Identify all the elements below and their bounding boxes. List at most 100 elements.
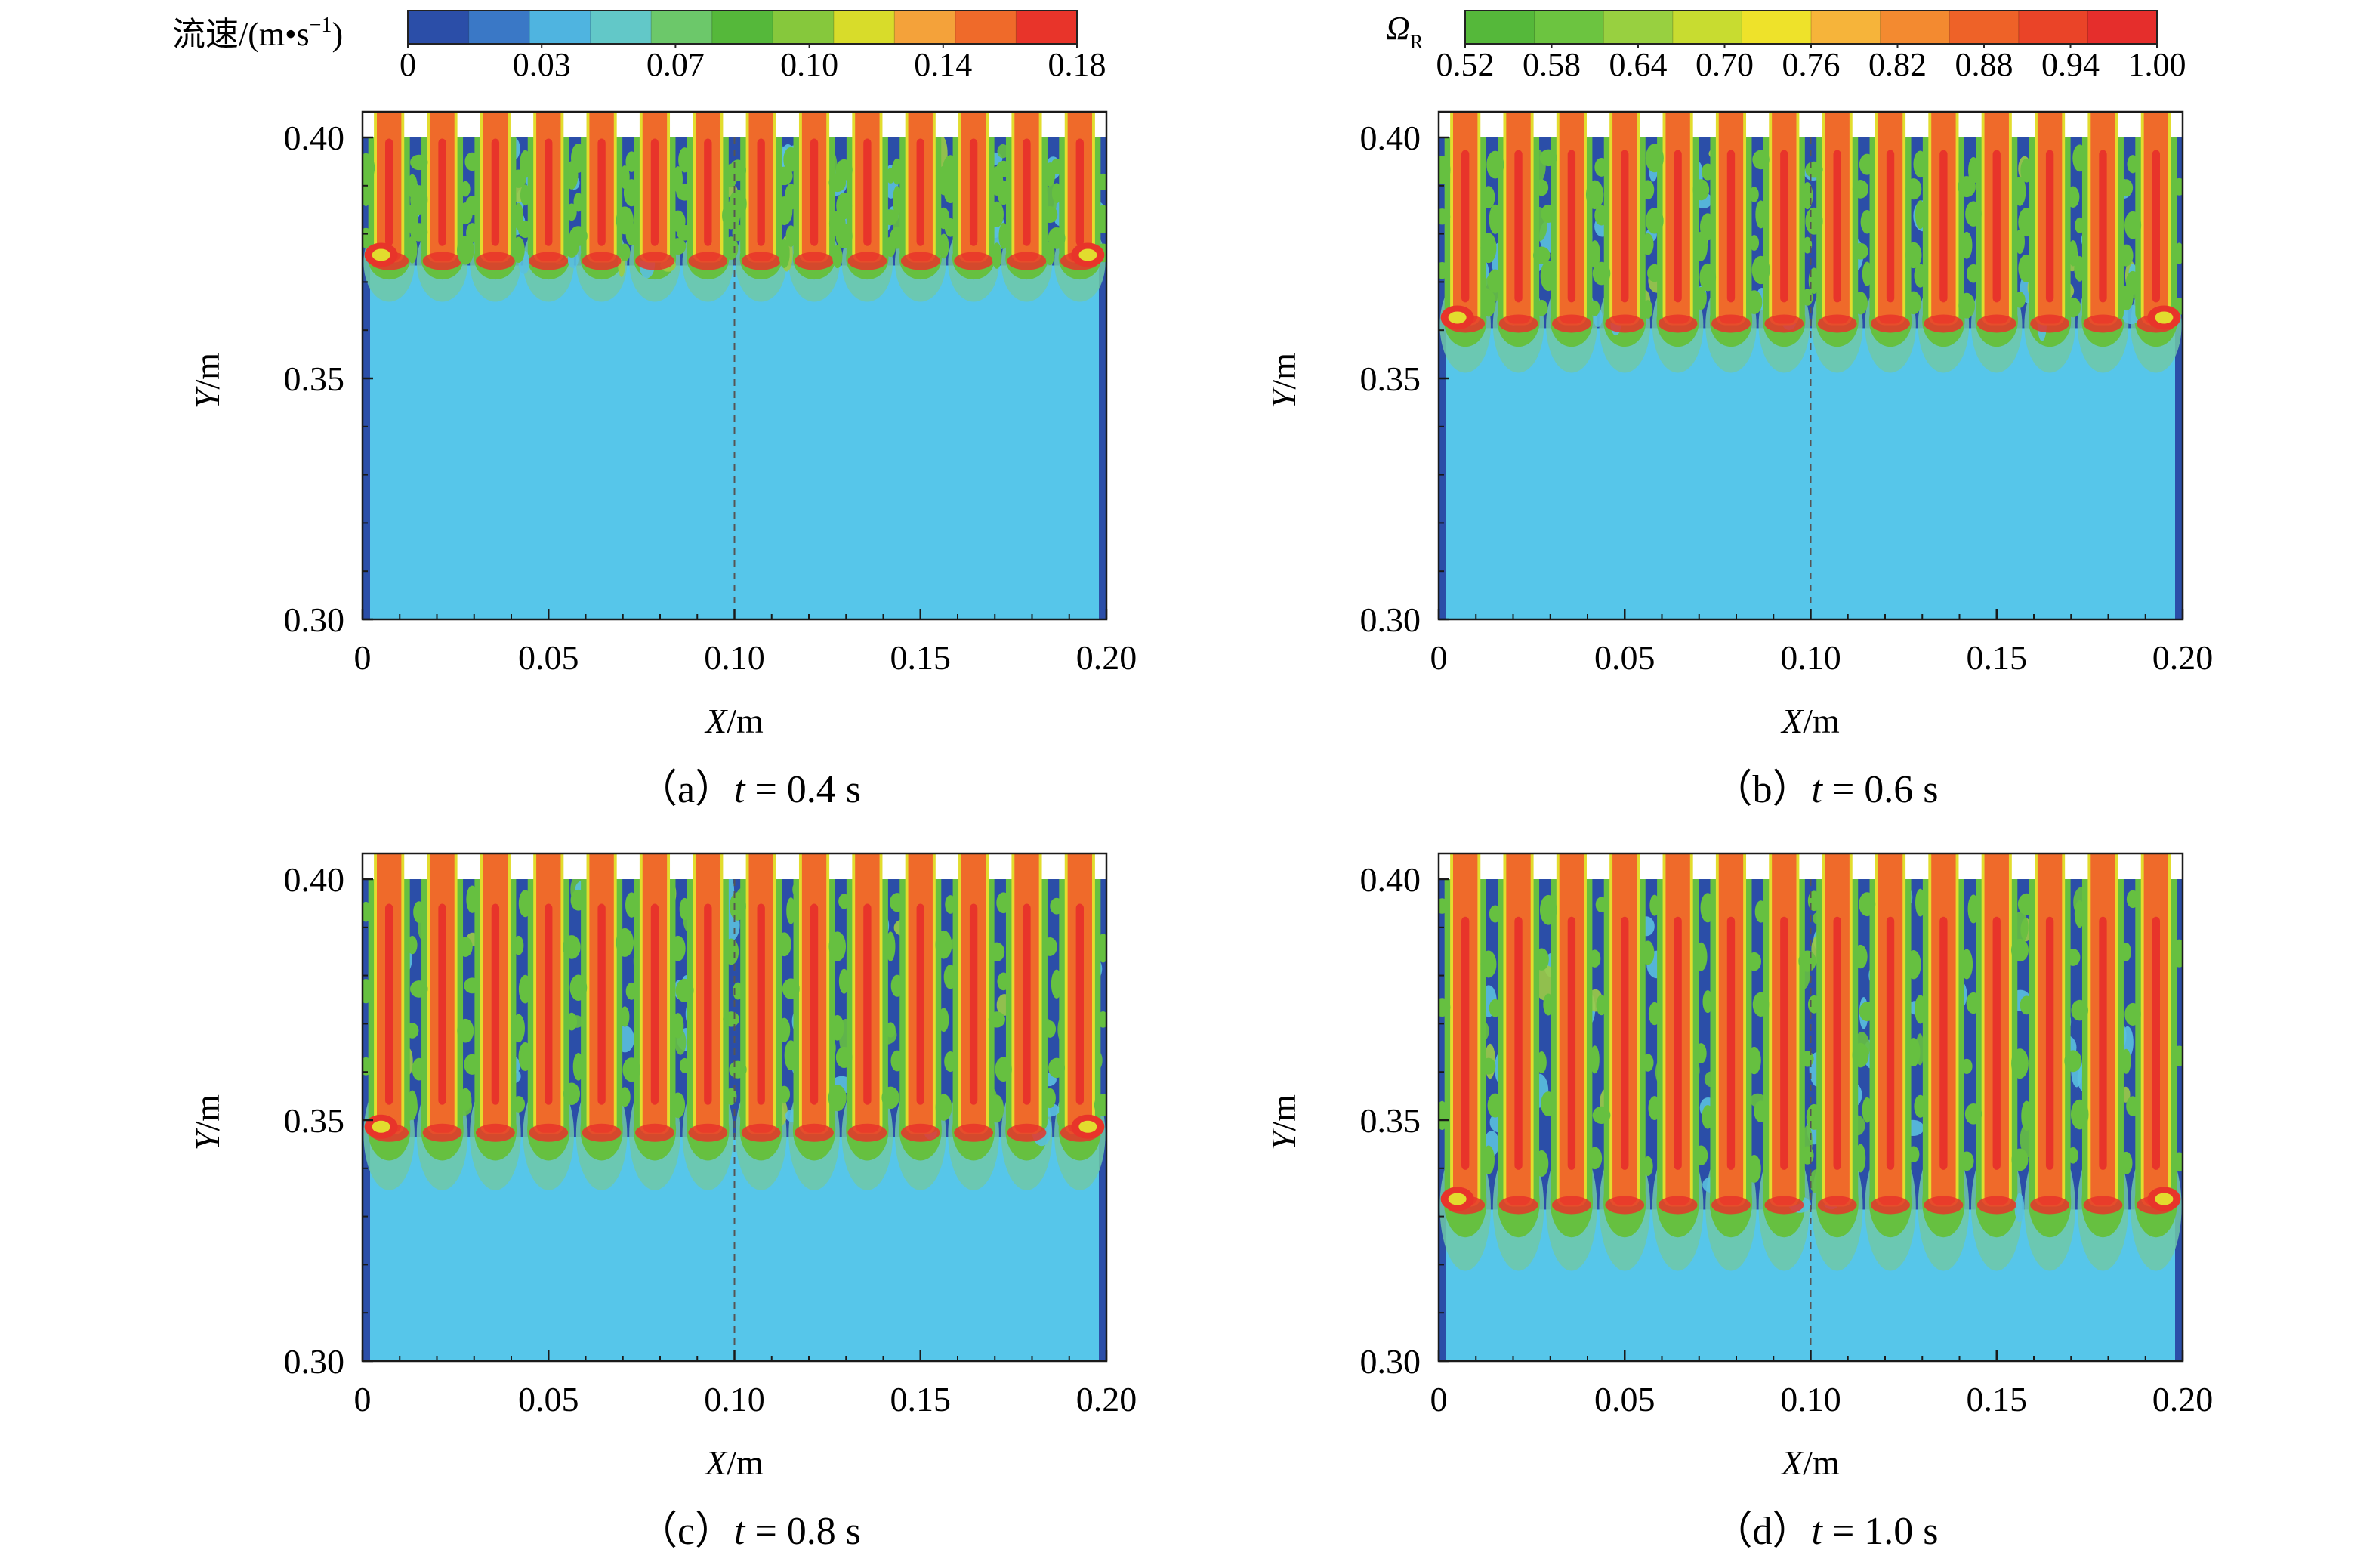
shear-vortex xyxy=(938,1008,949,1032)
shear-vortex xyxy=(1752,150,1770,170)
x-tick-label: 0.20 xyxy=(2152,1380,2214,1418)
x-axis-unit: /m xyxy=(1803,1443,1840,1482)
jet-head xyxy=(1924,1196,1964,1215)
shear-vortex xyxy=(2011,1148,2029,1171)
shear-vortex xyxy=(566,1012,578,1031)
colorbar-velocity-label-dot: • xyxy=(285,16,296,53)
shear-vortex xyxy=(679,897,690,921)
shear-vortex xyxy=(520,184,531,206)
jet-hot-streak xyxy=(969,138,978,246)
shear-vortex xyxy=(2125,270,2140,295)
shear-vortex xyxy=(1641,940,1655,965)
x-axis-unit: /m xyxy=(727,1443,764,1482)
jet-hot-streak xyxy=(757,138,765,246)
shear-vortex xyxy=(2171,177,2183,196)
jet-head xyxy=(476,1123,515,1142)
shear-vortex xyxy=(1643,300,1653,319)
shear-vortex xyxy=(935,930,952,959)
shear-vortex xyxy=(1042,937,1057,956)
shear-vortex xyxy=(1755,200,1767,229)
jet-head xyxy=(422,252,462,270)
colorbar-velocity-label-close: ) xyxy=(332,16,343,53)
nozzle-inlet-core xyxy=(1718,853,1744,879)
corner-vortex-core xyxy=(372,248,390,261)
jet-head xyxy=(688,1123,728,1142)
panel-caption: （a）t = 0.4 s xyxy=(638,768,861,811)
colorbar-tick-label: 0.76 xyxy=(1782,46,1841,83)
shear-vortex xyxy=(1481,1057,1496,1075)
jet-head xyxy=(1871,314,1910,333)
shear-vortex xyxy=(2121,1048,2131,1074)
shear-vortex xyxy=(832,245,843,269)
shear-vortex xyxy=(1806,1103,1822,1130)
jet-head xyxy=(422,1123,462,1142)
shear-vortex xyxy=(520,150,531,179)
shear-vortex xyxy=(2010,938,2029,962)
shear-vortex xyxy=(2074,900,2085,928)
jet-head xyxy=(741,1123,781,1142)
nozzle-inlet-core xyxy=(1878,853,1903,879)
shear-vortex xyxy=(1439,898,1449,914)
shear-vortex xyxy=(407,236,418,264)
jet-head xyxy=(847,252,887,270)
shear-vortex xyxy=(2018,208,2035,237)
shear-vortex xyxy=(2014,292,2026,308)
jet-hot-streak xyxy=(757,903,765,1105)
contour-field xyxy=(1439,853,2183,1361)
shear-vortex xyxy=(1702,163,1714,181)
colorbar-omega-ticks: 0.52 0.58 0.64 0.70 0.76 0.82 0.88 0.94 1.00 xyxy=(1436,44,2186,83)
shear-vortex xyxy=(1966,992,1981,1014)
shear-vortex xyxy=(992,242,1002,269)
shear-vortex xyxy=(2017,893,2035,915)
shear-vortex xyxy=(1802,236,1813,254)
mixing-blob xyxy=(997,144,1009,159)
y-tick-label: 0.30 xyxy=(284,1342,345,1381)
caption-rest: = 1.0 s xyxy=(1822,1510,1939,1553)
caption-prefix: （c） xyxy=(638,1510,734,1553)
shear-vortex xyxy=(1798,950,1816,972)
shear-vortex xyxy=(1647,264,1662,282)
colorbar-omega-label-sub: R xyxy=(1410,31,1424,53)
shear-vortex xyxy=(407,935,418,955)
y-tick-label: 0.35 xyxy=(1360,360,1421,398)
nozzle-inlet-core xyxy=(483,112,508,137)
shear-vortex xyxy=(573,193,584,212)
jet-head xyxy=(1871,1196,1910,1215)
jet-head xyxy=(1552,1196,1591,1215)
y-tick-label: 0.35 xyxy=(1360,1101,1421,1140)
shear-vortex xyxy=(1915,888,1926,917)
shear-vortex xyxy=(1905,242,1922,269)
nozzle-inlet-core xyxy=(483,853,508,879)
shear-vortex xyxy=(670,238,687,255)
colorbar-swatch xyxy=(590,11,652,44)
shear-vortex xyxy=(457,1018,474,1043)
x-axis-var: X xyxy=(1780,702,1804,740)
nozzle-inlet-core xyxy=(1984,112,2009,137)
shear-vortex xyxy=(2070,1099,2089,1130)
shear-vortex xyxy=(1596,995,1607,1016)
shear-vortex xyxy=(570,889,587,911)
jet-head xyxy=(741,252,781,270)
colorbar-tick-label: 0.58 xyxy=(1523,46,1581,83)
nozzle-inlet-core xyxy=(1612,853,1637,879)
panel-caption: （b）t = 0.6 s xyxy=(1713,768,1938,811)
jet-head xyxy=(900,1123,940,1142)
shear-vortex xyxy=(943,965,958,989)
caption-prefix: （d） xyxy=(1713,1510,1811,1553)
shear-vortex xyxy=(518,1042,532,1072)
shear-vortex xyxy=(1747,952,1761,971)
contour-field xyxy=(363,112,1106,619)
x-tick-label: 0 xyxy=(354,1380,372,1418)
shear-vortex xyxy=(1487,1093,1504,1118)
shear-vortex xyxy=(995,1057,1012,1082)
shear-vortex xyxy=(625,982,637,1000)
shear-vortex xyxy=(1050,897,1063,915)
shear-vortex xyxy=(2118,244,2134,267)
shear-vortex xyxy=(1541,1091,1557,1116)
shear-vortex xyxy=(779,239,790,268)
nozzle-inlet-core xyxy=(1612,112,1637,137)
shear-vortex xyxy=(1540,261,1557,292)
shear-vortex xyxy=(885,931,896,961)
shear-vortex xyxy=(1908,1146,1920,1162)
inlet-boundary xyxy=(1439,853,2183,879)
